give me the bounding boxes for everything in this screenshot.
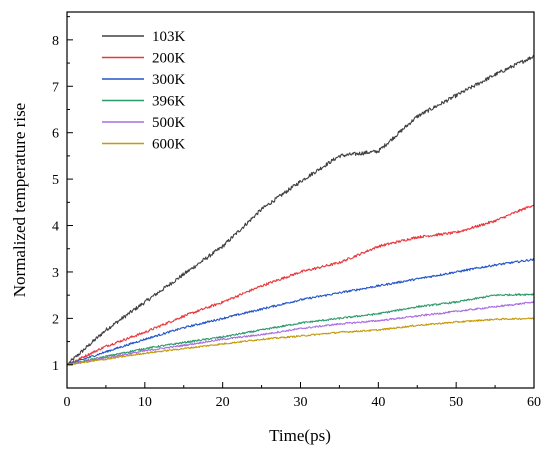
- series-line-600K: [66, 317, 535, 366]
- series-line-500K: [66, 300, 535, 366]
- legend-label-600K: 600K: [152, 137, 186, 153]
- ticks-layer: 0 10 20 30 40 50 60 1 2 3 4 5 6 7 8: [52, 16, 541, 410]
- series-line-103K: [66, 55, 535, 366]
- x-tick-label: 60: [527, 395, 541, 410]
- y-tick-label: 1: [52, 359, 59, 374]
- x-tick-label: 40: [371, 395, 385, 410]
- x-axis-title: Time(ps): [269, 426, 331, 445]
- plot-frame: [66, 11, 535, 389]
- y-tick-label: 7: [52, 80, 59, 95]
- series-line-200K: [66, 204, 535, 366]
- legend-label-300K: 300K: [152, 72, 186, 88]
- y-axis-title: Normalized temperature rise: [10, 103, 29, 297]
- legend-label-500K: 500K: [152, 115, 186, 131]
- y-tick-label: 3: [52, 266, 59, 281]
- legend-label-103K: 103K: [152, 29, 186, 45]
- x-tick-label: 30: [294, 395, 308, 410]
- x-tick-label: 0: [64, 395, 71, 410]
- y-tick-label: 6: [52, 127, 59, 142]
- y-tick-label: 2: [52, 312, 59, 327]
- y-tick-label: 8: [52, 34, 59, 49]
- x-tick-label: 20: [216, 395, 230, 410]
- y-tick-label: 4: [52, 220, 59, 235]
- series-line-396K: [66, 293, 535, 366]
- series-layer: [66, 55, 535, 366]
- x-tick-label: 50: [449, 395, 463, 410]
- legend: 103K 200K 300K 396K 500K 600K: [102, 29, 186, 153]
- legend-label-200K: 200K: [152, 51, 186, 67]
- y-tick-label: 5: [52, 173, 59, 188]
- legend-label-396K: 396K: [152, 94, 186, 110]
- series-line-300K: [66, 258, 535, 366]
- x-tick-label: 10: [138, 395, 152, 410]
